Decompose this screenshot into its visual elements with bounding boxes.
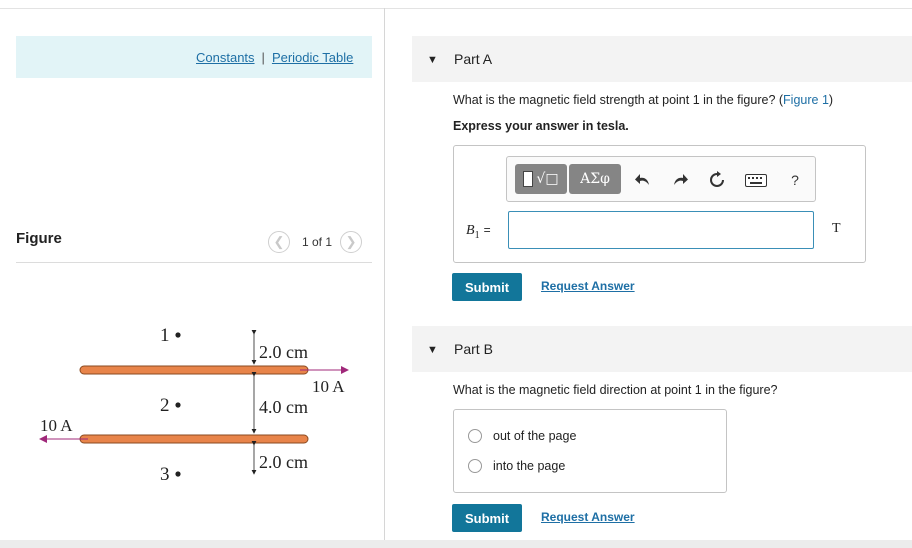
part-a-header[interactable]: ▼ Part A — [412, 36, 912, 82]
figure-divider — [16, 262, 372, 263]
part-a-submit-button[interactable]: Submit — [452, 273, 522, 301]
equals-sign: = — [483, 223, 491, 237]
template-block — [523, 171, 534, 187]
unit-label: T — [832, 221, 841, 236]
bottom-wire — [79, 434, 309, 444]
variable-subscript: 1 — [474, 229, 480, 241]
redo-icon[interactable] — [670, 170, 690, 190]
variable-label: B1 = — [466, 223, 491, 241]
distance-middle-label: 4.0 cm — [259, 397, 308, 417]
point-3-dot — [175, 471, 181, 477]
distance-bottom-label: 2.0 cm — [259, 452, 308, 472]
choice-out-of-page[interactable]: out of the page — [468, 429, 576, 443]
point-1-label: 1 — [160, 325, 170, 346]
point-2-label: 2 — [160, 395, 170, 416]
panel-divider — [384, 8, 385, 548]
part-b-request-answer-link[interactable]: Request Answer — [541, 510, 635, 524]
variable-symbol: B — [466, 223, 475, 238]
question-close: ) — [828, 93, 834, 107]
figure-pager: ❮ 1 of 1 ❯ — [268, 231, 363, 253]
answer-input[interactable] — [508, 211, 814, 249]
part-a-request-answer-link[interactable]: Request Answer — [541, 279, 635, 293]
distance-top-label: 2.0 cm — [259, 342, 308, 362]
greek-symbols-button[interactable]: ΑΣφ — [569, 164, 621, 194]
part-b-label: Part B — [454, 341, 493, 357]
part-b-submit-button[interactable]: Submit — [452, 504, 522, 532]
wires-figure: 1 2 3 10 A 10 A 2.0 cm 4.0 cm 2.0 cm — [39, 325, 349, 485]
keyboard-icon[interactable] — [744, 170, 768, 190]
point-1-dot — [175, 332, 181, 338]
bottom-edge — [0, 540, 912, 548]
resources-bar — [16, 36, 372, 78]
part-a-question: What is the magnetic field strength at p… — [453, 93, 833, 107]
collapse-triangle-icon[interactable]: ▼ — [427, 344, 438, 356]
undo-icon[interactable] — [633, 170, 653, 190]
resource-links: Constants | Periodic Table — [196, 50, 353, 65]
current-top-label: 10 A — [312, 377, 345, 396]
point-2-dot — [175, 402, 181, 408]
pager-text: 1 of 1 — [302, 235, 333, 249]
math-toolbar: √□ ΑΣφ ? — [506, 156, 816, 202]
question-text: What is the magnetic field strength at p… — [453, 93, 784, 107]
help-button[interactable]: ? — [791, 172, 799, 188]
constants-link[interactable]: Constants — [196, 50, 255, 65]
figure-title: Figure — [16, 230, 62, 247]
choice-group: out of the page into the page — [453, 409, 727, 493]
choice-into-page[interactable]: into the page — [468, 459, 565, 473]
reset-icon[interactable] — [707, 170, 727, 190]
answer-instruction: Express your answer in tesla. — [453, 119, 629, 133]
figure-1-link[interactable]: Figure 1 — [783, 93, 829, 107]
periodic-table-link[interactable]: Periodic Table — [271, 50, 354, 65]
part-a-label: Part A — [454, 51, 493, 67]
radio-button[interactable] — [468, 429, 482, 443]
part-b-question: What is the magnetic field direction at … — [453, 383, 778, 397]
current-bottom-label: 10 A — [40, 416, 73, 435]
top-border — [0, 8, 912, 9]
choice-label: into the page — [493, 459, 566, 473]
chevron-right-icon[interactable]: ❯ — [340, 231, 363, 253]
collapse-triangle-icon[interactable]: ▼ — [427, 54, 438, 66]
link-separator: | — [261, 50, 265, 65]
templates-icon[interactable]: √□ — [515, 164, 567, 194]
choice-label: out of the page — [493, 429, 577, 443]
point-3-label: 3 — [160, 464, 170, 485]
top-wire — [79, 365, 309, 375]
radio-button[interactable] — [468, 459, 482, 473]
template-glyph: √□ — [536, 171, 559, 187]
part-b-header[interactable]: ▼ Part B — [412, 326, 912, 372]
chevron-left-icon[interactable]: ❮ — [268, 231, 290, 253]
